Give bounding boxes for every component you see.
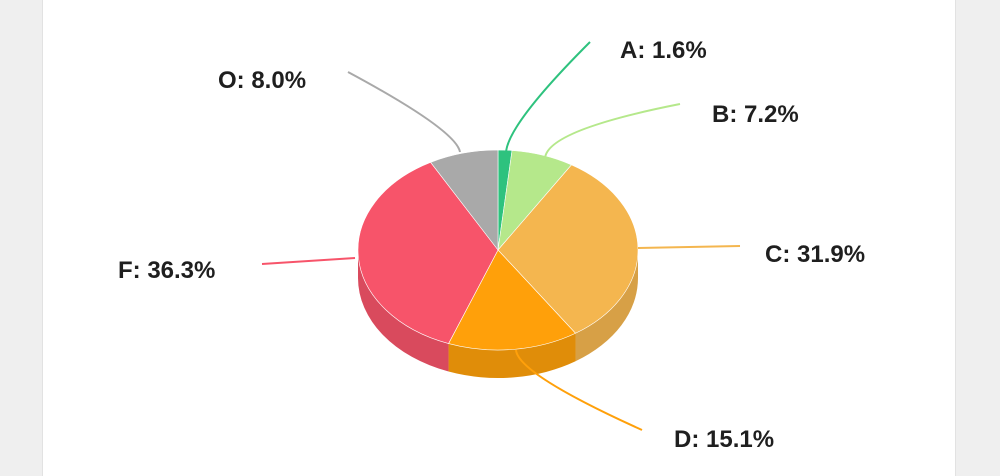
leader-line-d [515,349,643,431]
slice-d[interactable] [448,249,577,351]
card-right-border [955,0,956,476]
card-left-border [42,0,43,476]
leader-line-f [261,257,356,265]
leader-lines [261,41,741,431]
label-f: F: 36.3% [118,257,215,284]
leader-line-b [544,103,681,159]
label-o: O: 8.0% [218,67,306,94]
side-f [358,250,449,372]
slice-labels: A: 1.6% B: 7.2% C: 31.9% D: 15.1% F: 36.3% O:… [118,37,865,453]
side-c [575,250,638,362]
label-c: C: 31.9% [765,241,865,268]
label-b: B: 7.2% [712,101,799,128]
label-a: A: 1.6% [620,37,707,64]
side-d [448,333,576,378]
pie-top-faces [357,149,639,351]
pie-sides [358,250,638,378]
leader-line-a [505,41,591,154]
label-d: D: 15.1% [674,426,774,453]
leader-line-o [347,71,461,153]
slice-c[interactable] [497,164,639,334]
slice-o[interactable] [430,149,499,251]
slice-f[interactable] [357,161,499,344]
leader-line-c [637,245,741,249]
